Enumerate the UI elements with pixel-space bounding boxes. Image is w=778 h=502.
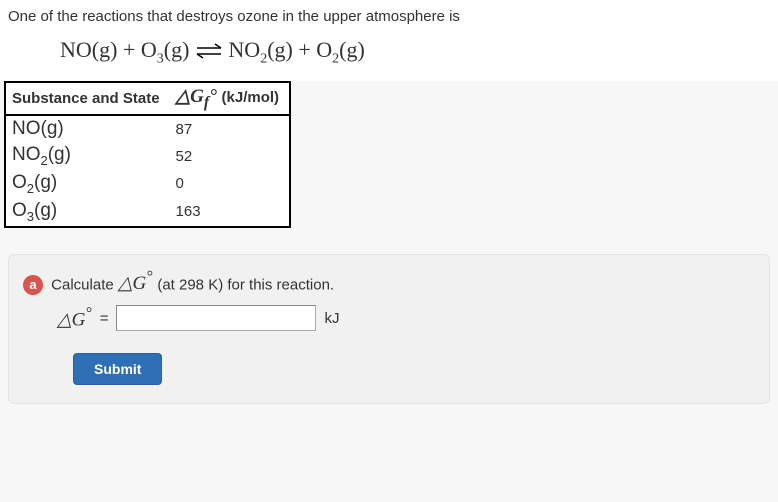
gibbs-table: Substance and State △Gf° (kJ/mol) NO(g) … — [4, 81, 291, 227]
table-row: O3(g) 163 — [5, 198, 290, 227]
equilibrium-arrow-icon — [195, 39, 223, 65]
reaction-equation: NO(g) + O3(g) NO2(g) + O2(g) — [0, 31, 778, 81]
eq-lhs2a: O — [141, 37, 157, 62]
row2-value: 0 — [170, 170, 291, 198]
table-header-deltag: △Gf° (kJ/mol) — [170, 82, 291, 115]
table-row: O2(g) 0 — [5, 170, 290, 198]
row2-a: O — [12, 172, 27, 193]
row3-b: (g) — [34, 200, 57, 221]
eq-rhs2b: (g) — [339, 37, 365, 62]
equals-sign: = — [100, 310, 109, 327]
prompt-dg-g: G — [133, 273, 147, 294]
prompt-text-b: (at 298 K) for this reaction. — [157, 276, 334, 293]
row3-a: O — [12, 200, 27, 221]
prompt-text-a: Calculate — [51, 276, 118, 293]
row1-a: NO — [12, 144, 41, 165]
row0-name: NO(g) — [5, 115, 170, 142]
eq-rhs1b: (g) — [267, 37, 293, 62]
dg-deg: ° — [209, 86, 217, 107]
eq-rhs2a: O — [316, 37, 332, 62]
answer-input[interactable] — [116, 305, 316, 331]
table-header-substance: Substance and State — [5, 82, 170, 115]
row3-sub: 3 — [27, 209, 34, 224]
row3-value: 163 — [170, 198, 291, 227]
row1-value: 52 — [170, 142, 291, 170]
eq-plus2: + — [293, 37, 316, 62]
table-header-row: Substance and State △Gf° (kJ/mol) — [5, 82, 290, 115]
question-block: a Calculate △G° (at 298 K) for this reac… — [8, 254, 770, 405]
eq-plus1: + — [117, 37, 140, 62]
row2-name: O2(g) — [5, 170, 170, 198]
row1-b: (g) — [48, 144, 71, 165]
answer-unit: kJ — [324, 310, 339, 327]
intro-text: One of the reactions that destroys ozone… — [0, 0, 778, 31]
ans-dg-g: G — [72, 309, 86, 330]
part-label-badge: a — [23, 275, 43, 295]
row2-b: (g) — [34, 172, 57, 193]
row2-sub: 2 — [27, 181, 34, 196]
row1-sub: 2 — [41, 153, 48, 168]
prompt-dg-triangle-icon: △ — [118, 273, 133, 294]
dg-unit: (kJ/mol) — [222, 89, 280, 106]
row3-name: O3(g) — [5, 198, 170, 227]
ans-dg-sup: ° — [85, 305, 91, 322]
table-row: NO(g) 87 — [5, 115, 290, 142]
submit-button[interactable]: Submit — [73, 353, 162, 385]
dg-g: G — [190, 86, 204, 107]
prompt-line: a Calculate △G° (at 298 K) for this reac… — [23, 269, 755, 295]
row0-value: 87 — [170, 115, 291, 142]
prompt-dg-sup: ° — [146, 269, 152, 286]
eq-lhs2sub: 3 — [157, 51, 164, 66]
row1-name: NO2(g) — [5, 142, 170, 170]
eq-rhs1a: NO — [228, 37, 260, 62]
dg-triangle-icon: △ — [176, 86, 191, 107]
eq-lhs1: NO(g) — [60, 37, 117, 62]
ans-dg-triangle-icon: △ — [57, 309, 72, 330]
answer-line: △G° = kJ — [23, 305, 755, 331]
eq-lhs2b: (g) — [164, 37, 190, 62]
table-row: NO2(g) 52 — [5, 142, 290, 170]
